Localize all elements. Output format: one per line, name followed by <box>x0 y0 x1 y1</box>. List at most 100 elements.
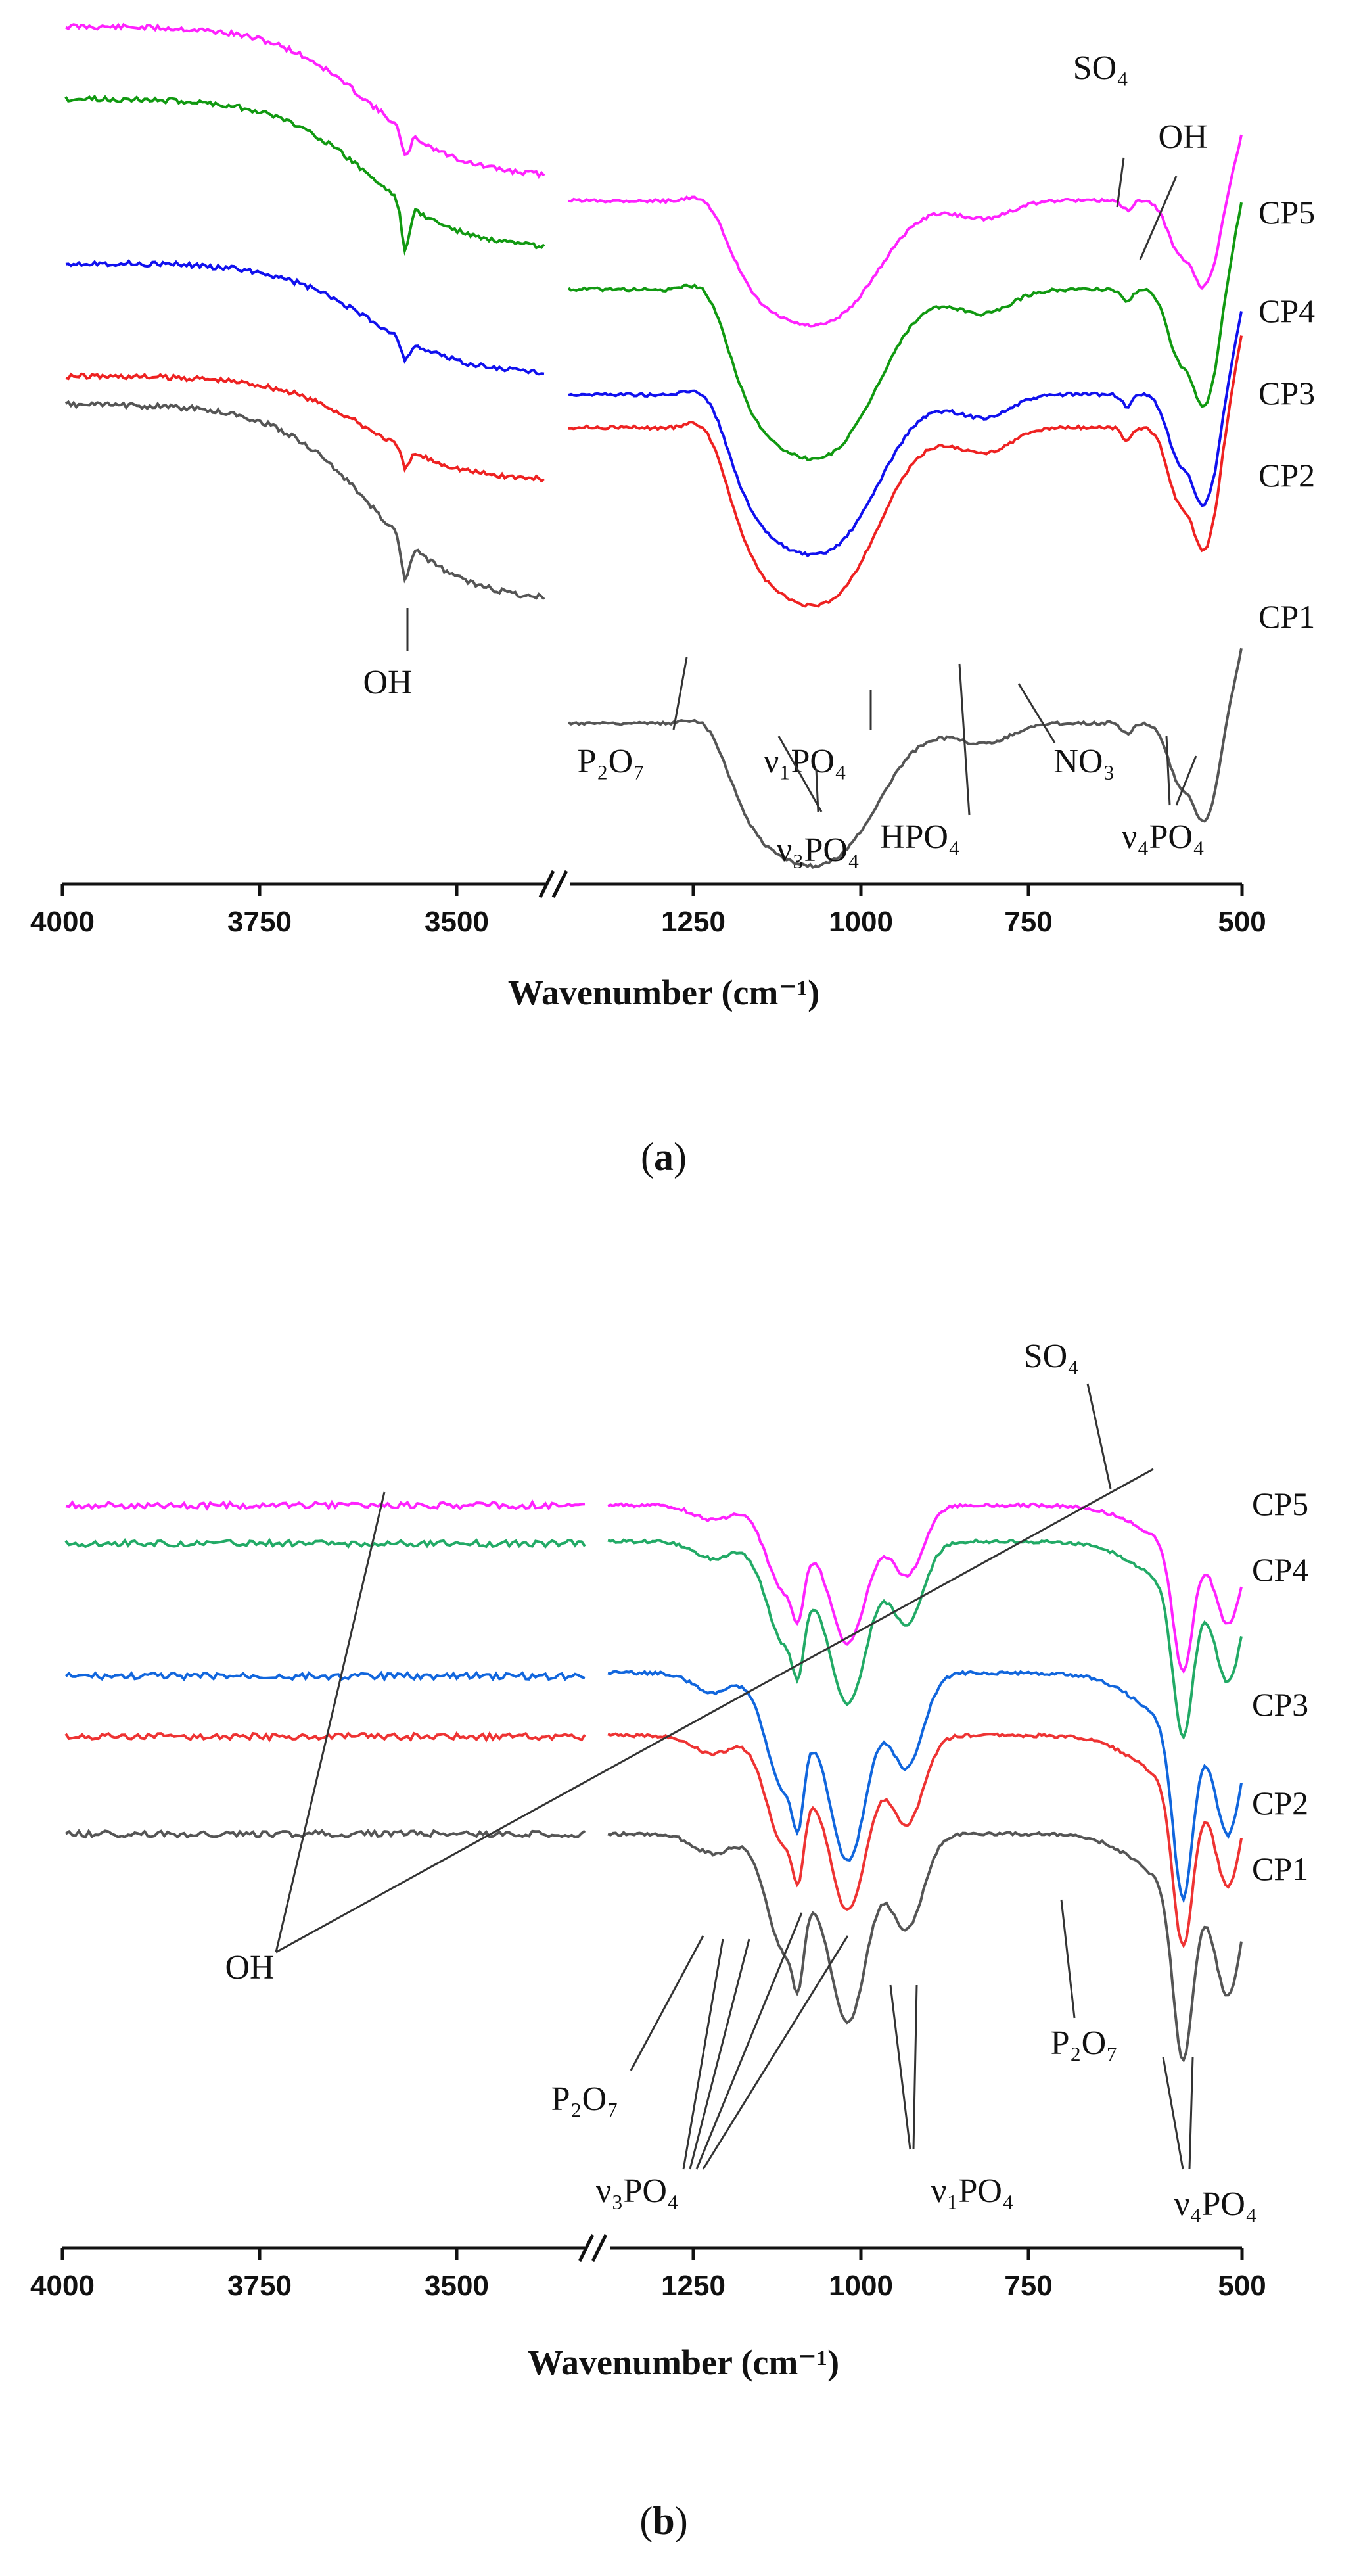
spectra <box>64 22 1243 869</box>
spectrum-cp2-high <box>65 372 545 483</box>
annotation-arrow <box>689 1938 750 2170</box>
x-tick-labels: 4000 3750 3500 1250 1000 750 500 <box>30 906 1266 938</box>
spectrum-cp3-high <box>64 1670 586 1682</box>
spectrum-cp3-low <box>568 311 1243 558</box>
spectra <box>64 1499 1243 2063</box>
x-ticks <box>60 2248 1244 2260</box>
annotation-arrow <box>630 1935 704 2071</box>
series-label-cp5: CP5 <box>1258 194 1315 231</box>
spectrum-cp1-high <box>64 1828 586 1839</box>
annotation: ν₃PO₄ <box>596 2172 679 2210</box>
annotation: ν₄PO₄ <box>1174 2186 1257 2223</box>
spectrum-cp3-high <box>65 259 545 376</box>
annotation: SO₄ <box>1073 49 1129 87</box>
annotation: SO₄ <box>1024 1338 1080 1375</box>
annotation-arrow <box>1188 2057 1194 2170</box>
axis-break-mark <box>578 2234 595 2262</box>
spectrum-cp5-high <box>65 22 545 179</box>
series-label-cp1: CP1 <box>1252 1850 1308 1887</box>
spectrum-cp5-low <box>607 1502 1243 1674</box>
annotation: P₂O₇ <box>1051 2025 1118 2062</box>
x-axis-title: Wavenumber (cm⁻¹) <box>508 973 819 1012</box>
annotation: NO₃ <box>1053 743 1115 780</box>
x-tick-labels: 4000 3750 3500 1250 1000 750 500 <box>30 2270 1266 2302</box>
series-label-cp2: CP2 <box>1258 457 1315 494</box>
annotation-arrow <box>889 1984 911 2150</box>
x-tick-label: 500 <box>1218 2270 1266 2302</box>
spectrum-cp1-low <box>607 1830 1243 2063</box>
x-tick-label: 750 <box>1004 906 1052 938</box>
annotation-arrow <box>1116 157 1125 208</box>
annotation-arrow <box>1139 176 1178 260</box>
annotation-arrow <box>1060 1899 1076 2019</box>
x-tick-label: 1250 <box>661 906 726 938</box>
axis-break-mark <box>551 870 568 899</box>
annotation-arrow <box>1162 2057 1184 2170</box>
spectrum-cp3-low <box>607 1670 1243 1904</box>
annotation: ν₄PO₄ <box>1122 818 1205 856</box>
series-label-cp5: CP5 <box>1252 1486 1308 1522</box>
x-tick-label: 1000 <box>829 906 893 938</box>
x-tick-label: 750 <box>1004 2270 1052 2302</box>
annotation: ν₁PO₄ <box>764 743 846 780</box>
spectrum-cp1-low <box>567 647 1243 869</box>
annotation-arrow <box>672 657 688 730</box>
panel-a: 4000 3750 3500 1250 1000 750 500 Wavenumber (c… <box>30 22 1315 1179</box>
spectrum-cp2-high <box>64 1731 586 1743</box>
annotation: OH <box>225 1949 274 1986</box>
spectrum-cp4-low <box>607 1538 1243 1741</box>
annotation-arrow <box>912 1984 918 2150</box>
spectrum-cp4-high <box>64 1537 586 1549</box>
panel-label-a: (a) <box>641 1135 687 1179</box>
annotation: OH <box>1158 118 1207 156</box>
spectrum-cp4-high <box>64 94 545 256</box>
spectrum-cp5-high <box>65 1499 586 1511</box>
annotation-arrow <box>777 736 823 812</box>
annotation-arrow <box>695 1912 803 2170</box>
x-ticks <box>60 884 1244 896</box>
series-label-cp4: CP4 <box>1252 1551 1308 1588</box>
axis-break-mark <box>538 870 555 899</box>
annotation-arrow <box>275 1468 1154 1954</box>
annotation-arrow <box>1165 736 1171 806</box>
x-tick-label: 3750 <box>227 2270 292 2302</box>
annotation-arrow <box>1017 683 1056 743</box>
x-tick-label: 1000 <box>829 2270 893 2302</box>
x-tick-label: 4000 <box>30 906 95 938</box>
series-label-cp3: CP3 <box>1258 375 1315 411</box>
annotation: OH <box>363 664 412 701</box>
series-labels: CP5 CP4 CP3 CP2 CP1 <box>1252 1486 1308 1887</box>
annotation: P₂O₇ <box>551 2080 619 2118</box>
spectrum-cp2-low <box>568 335 1243 608</box>
annotation-arrow <box>275 1491 386 1953</box>
series-labels: CP5 CP4 CP3 CP2 CP1 <box>1258 194 1315 635</box>
axis-break-mark <box>591 2234 608 2262</box>
series-label-cp2: CP2 <box>1252 1785 1308 1821</box>
series-label-cp4: CP4 <box>1258 293 1315 329</box>
spectrum-cp1-high <box>64 400 545 601</box>
annotation: ν₁PO₄ <box>931 2172 1014 2210</box>
panel-b: 4000 3750 3500 1250 1000 750 500 Wavenumber (c… <box>30 1338 1308 2542</box>
annotation: ν₃PO₄ <box>777 831 860 869</box>
x-tick-label: 4000 <box>30 2270 95 2302</box>
spectrum-cp4-low <box>567 202 1243 461</box>
annotation-arrow <box>702 1935 849 2170</box>
series-label-cp3: CP3 <box>1252 1686 1308 1723</box>
annotations: SO₄ OH P₂O₇ P₂O₇ ν₃PO₄ ν₁PO₄ ν₄PO₄ <box>225 1338 1257 2223</box>
annotation-arrow <box>1086 1383 1112 1489</box>
panel-label-b: (b) <box>639 2499 687 2542</box>
series-label-cp1: CP1 <box>1258 598 1315 635</box>
annotation-arrow <box>815 768 819 812</box>
x-tick-label: 3500 <box>425 906 489 938</box>
x-axis-title: Wavenumber (cm⁻¹) <box>528 2343 839 2382</box>
annotation: HPO₄ <box>880 818 960 856</box>
spectrum-cp5-low <box>568 134 1243 328</box>
x-tick-label: 3750 <box>227 906 292 938</box>
x-tick-label: 1250 <box>661 2270 726 2302</box>
spectrum-cp2-low <box>607 1732 1243 1949</box>
annotation-arrow <box>958 663 971 816</box>
annotation-arrow <box>1175 755 1197 806</box>
x-tick-label: 3500 <box>425 2270 489 2302</box>
x-tick-label: 500 <box>1218 906 1266 938</box>
